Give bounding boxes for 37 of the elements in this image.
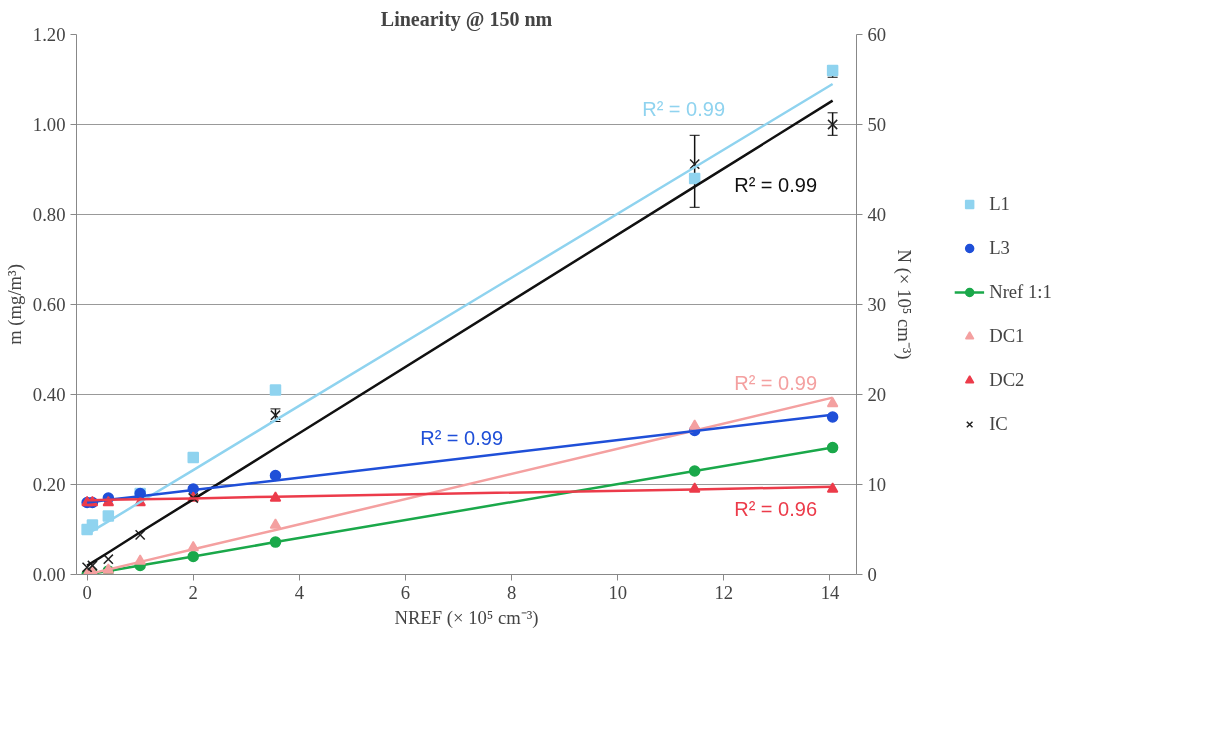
x-tick-label: 10 [608, 581, 628, 603]
x-tick-label: 14 [820, 581, 840, 603]
legend-label: Nref 1:1 [989, 281, 1052, 303]
y-tick-label: 0.40 [32, 384, 66, 405]
x-tick-label: 2 [188, 581, 198, 603]
x-tick-label: 0 [82, 581, 92, 603]
y-tick-label: 1.20 [32, 24, 66, 45]
y2-tick-label: 40 [867, 204, 887, 225]
y-tick-label: 0.20 [32, 474, 66, 495]
annotation: R² = 0.99 [734, 371, 818, 394]
x-tick-label: 12 [714, 581, 734, 603]
legend-label: DC2 [989, 369, 1025, 391]
annotation: R² = 0.99 [734, 173, 818, 196]
legend-label: IC [989, 413, 1009, 435]
y-tick-label: 1.00 [32, 114, 66, 135]
annotation: R² = 0.99 [420, 426, 504, 449]
y2-axis-title: N (× 10⁵ cm⁻³) [893, 249, 916, 360]
y2-tick-label: 30 [867, 294, 887, 315]
y-tick-label: 0.00 [32, 564, 66, 585]
y2-tick-label: 0 [867, 564, 877, 585]
x-tick-label: 8 [506, 581, 517, 603]
y2-tick-label: 10 [867, 474, 887, 495]
y2-tick-label: 60 [867, 24, 887, 45]
x-tick-label: 4 [294, 581, 305, 603]
y2-tick-label: 50 [867, 114, 887, 135]
legend-label: L3 [989, 237, 1010, 259]
legend-label: L1 [989, 193, 1010, 215]
x-tick-label: 6 [400, 581, 411, 603]
annotation: R² = 0.99 [642, 98, 726, 120]
y-tick-label: 0.60 [32, 294, 66, 315]
legend-label: DC1 [989, 325, 1025, 347]
chart-title: Linearity @ 150 nm [380, 7, 553, 31]
y-tick-label: 0.80 [32, 204, 66, 225]
y-axis-title: m (mg/m³) [3, 264, 26, 345]
annotation: R² = 0.96 [734, 497, 818, 520]
y2-tick-label: 20 [867, 384, 887, 405]
x-axis-title: NREF (× 10⁵ cm⁻³) [394, 606, 539, 629]
